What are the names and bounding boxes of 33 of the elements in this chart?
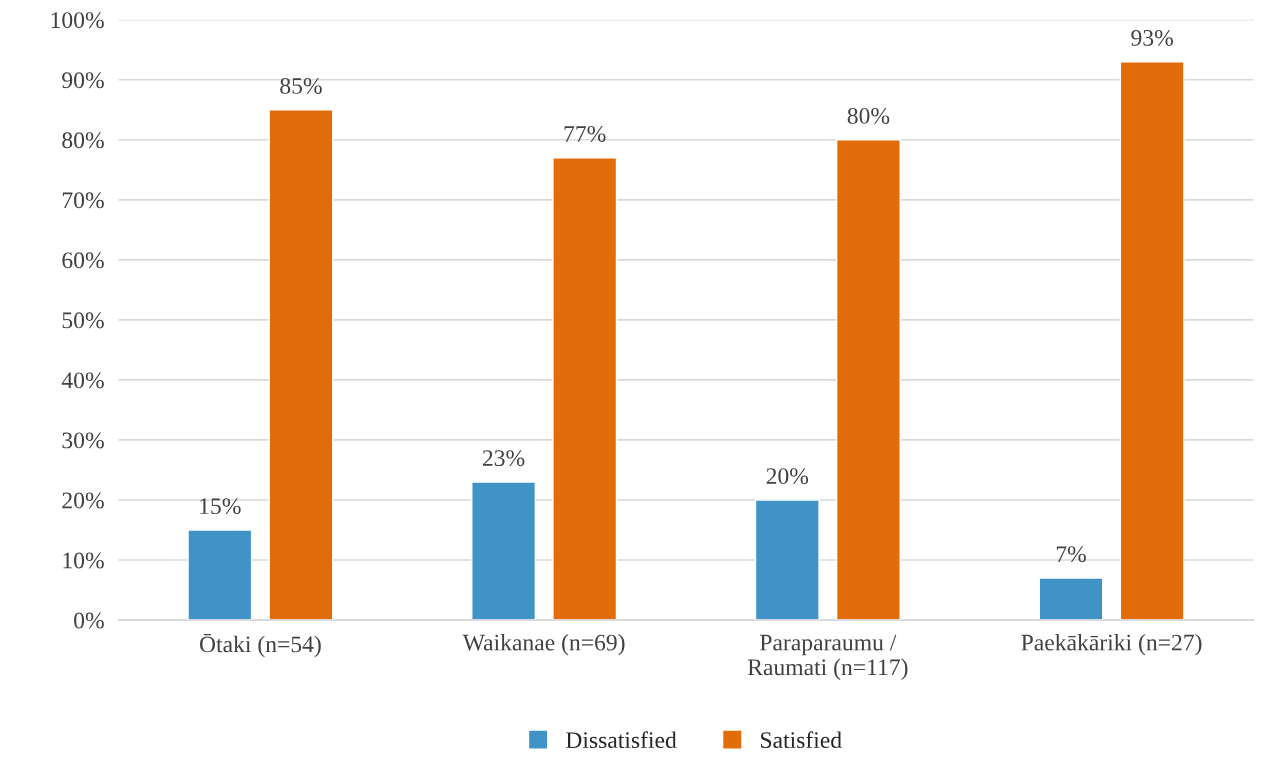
data-label: 85% (280, 77, 322, 94)
data-label: 15% (200, 498, 241, 515)
x-tick-label: Ōtaki (n=54) (199, 633, 321, 658)
y-tick-label: 90% (62, 72, 104, 89)
data-label: 23% (482, 450, 525, 467)
y-tick-label: 70% (62, 192, 104, 209)
data-label: 20% (766, 468, 809, 485)
y-tick-label: 80% (62, 132, 104, 149)
data-label: 77% (564, 125, 606, 142)
y-tick-label: 100% (51, 12, 104, 29)
x-tick-label: Waikanae (n=69) (462, 633, 625, 656)
y-tick-label: 20% (62, 492, 104, 509)
bar (1119, 61, 1185, 621)
x-tick-label: Paekākāriki (n=27) (1021, 633, 1202, 656)
y-tick-label: 40% (61, 372, 104, 389)
bar (471, 481, 537, 621)
y-tick-label: 60% (62, 252, 104, 269)
data-label: 93% (1131, 29, 1173, 46)
x-tick-label: Paraparaumu / Raumati (n=117) (747, 634, 908, 681)
bar (754, 499, 820, 621)
data-label: 7% (1056, 546, 1086, 563)
data-label: 80% (847, 107, 890, 124)
bar (1038, 577, 1104, 621)
y-tick-label: 50% (62, 312, 104, 329)
y-tick-label: 30% (62, 432, 104, 449)
bar (835, 139, 901, 621)
legend-label: Satisfied (761, 731, 842, 749)
bar (187, 529, 253, 621)
bar (552, 157, 618, 621)
y-tick-label: 0% (74, 612, 104, 629)
y-tick-label: 10% (63, 552, 104, 569)
legend-label: Dissatisfied (565, 731, 677, 749)
bar (268, 109, 334, 621)
